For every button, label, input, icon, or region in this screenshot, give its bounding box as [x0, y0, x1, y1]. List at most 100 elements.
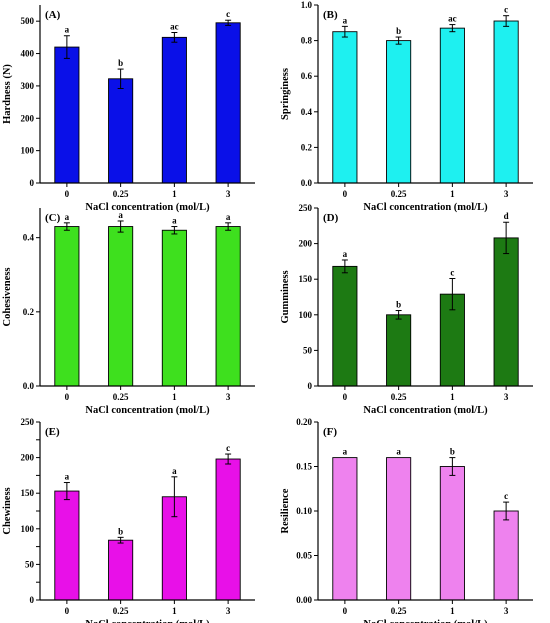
significance-letter: a — [118, 210, 123, 220]
significance-letter: ac — [170, 22, 179, 32]
x-tick-label: 3 — [226, 189, 231, 199]
panel-tag: (C) — [45, 212, 61, 224]
significance-letter: ac — [448, 14, 457, 24]
significance-letter: c — [226, 443, 230, 453]
y-axis-label: Gumminess — [280, 270, 291, 323]
x-tick-label: 0 — [343, 189, 348, 199]
chart-panel: a b ac c 0 100 200 300 400 500 0 0.25 1 3 NaCl concent… — [2, 5, 255, 213]
bar — [215, 22, 241, 184]
significance-letter: a — [343, 447, 348, 457]
significance-letter: c — [504, 491, 508, 501]
y-tick-label: 0.15 — [296, 462, 312, 472]
panel-tag: (A) — [45, 9, 61, 21]
bar — [215, 226, 241, 387]
y-tick-label: 0.8 — [301, 36, 313, 46]
x-tick-label: 3 — [504, 606, 509, 616]
x-tick-label: 0.25 — [113, 189, 129, 199]
x-tick-label: 1 — [450, 189, 455, 199]
significance-letter: a — [65, 212, 70, 222]
y-tick-label: 0.2 — [23, 307, 35, 317]
y-tick-label: 0.0 — [23, 381, 35, 391]
y-tick-label: 150 — [21, 488, 35, 498]
y-tick-label: 250 — [299, 203, 313, 213]
significance-letter: c — [226, 9, 230, 19]
significance-letter: b — [118, 526, 123, 536]
y-tick-label: 250 — [21, 417, 35, 427]
significance-letter: a — [226, 212, 231, 222]
bar — [386, 457, 412, 601]
significance-letter: a — [65, 25, 70, 35]
bar — [54, 226, 80, 387]
x-axis-label: NaCl concentration (mol/L) — [363, 405, 488, 416]
x-tick-label: 0 — [343, 606, 348, 616]
significance-letter: b — [450, 447, 455, 457]
x-axis-label: NaCl concentration (mol/L) — [85, 202, 210, 213]
x-axis-label: NaCl concentration (mol/L) — [363, 202, 488, 213]
x-tick-label: 1 — [450, 606, 455, 616]
bar — [493, 510, 519, 601]
bar — [108, 226, 134, 387]
y-axis-label: Cohesiveness — [2, 268, 13, 327]
x-tick-label: 3 — [504, 392, 509, 402]
y-tick-label: 200 — [21, 453, 35, 463]
y-tick-label: 200 — [299, 239, 313, 249]
chart-panel: a b c d 0 50 100 150 200 250 0 0.25 1 3 NaCl concentra… — [280, 203, 533, 416]
bar — [108, 539, 134, 601]
y-tick-label: 0.05 — [296, 551, 312, 561]
significance-letter: b — [396, 26, 401, 36]
x-tick-label: 0 — [65, 189, 70, 199]
x-tick-label: 0.25 — [391, 189, 407, 199]
y-tick-label: 1.0 — [301, 0, 313, 10]
x-tick-label: 0.25 — [391, 392, 407, 402]
x-tick-label: 0.25 — [113, 392, 129, 402]
bar — [161, 36, 187, 184]
bar — [439, 27, 465, 184]
x-tick-label: 0 — [65, 392, 70, 402]
x-tick-label: 0.25 — [391, 606, 407, 616]
y-tick-label: 100 — [299, 310, 313, 320]
chart-panel: a b a c 0 50 100 150 200 250 0 0.25 1 3 NaCl concentra… — [2, 417, 255, 623]
panel-tag: (B) — [323, 9, 338, 21]
y-tick-label: 0 — [308, 381, 313, 391]
y-tick-label: 150 — [299, 274, 313, 284]
chart-panel: a a a a 0.0 0.2 0.4 0 0.25 1 3 NaCl concentration (… — [2, 208, 255, 416]
y-tick-label: 200 — [21, 113, 35, 123]
y-tick-label: 0.4 — [301, 107, 313, 117]
y-tick-label: 0.4 — [23, 233, 35, 243]
bar — [332, 457, 358, 601]
x-tick-label: 1 — [172, 392, 177, 402]
x-tick-label: 1 — [172, 606, 177, 616]
panel-tag: (E) — [45, 426, 60, 438]
y-tick-label: 0.2 — [301, 142, 313, 152]
y-axis-label: Springiness — [280, 68, 291, 120]
x-tick-label: 0.25 — [113, 606, 129, 616]
significance-letter: a — [396, 447, 401, 457]
x-tick-label: 3 — [504, 189, 509, 199]
x-axis-label: NaCl concentration (mol/L) — [85, 619, 210, 623]
x-tick-label: 1 — [172, 189, 177, 199]
y-tick-label: 0.6 — [301, 71, 313, 81]
significance-letter: a — [172, 466, 177, 476]
y-tick-label: 0 — [30, 595, 35, 605]
bar — [161, 229, 187, 387]
bar — [493, 20, 519, 184]
x-axis-label: NaCl concentration (mol/L) — [363, 619, 488, 623]
panel-tag: (D) — [323, 212, 339, 224]
y-tick-label: 0.10 — [296, 506, 312, 516]
significance-letter: a — [343, 249, 348, 259]
bar — [108, 78, 134, 184]
significance-letter: d — [504, 211, 509, 221]
significance-letter: a — [65, 472, 70, 482]
y-axis-label: Hardness (N) — [2, 64, 13, 124]
x-tick-label: 3 — [226, 392, 231, 402]
panel-tag: (F) — [323, 426, 337, 438]
y-axis-label: Chewiness — [2, 487, 13, 534]
x-tick-label: 1 — [450, 392, 455, 402]
y-tick-label: 0.20 — [296, 417, 312, 427]
bar — [332, 265, 358, 387]
x-tick-label: 0 — [65, 606, 70, 616]
bar — [54, 490, 80, 601]
bar — [386, 40, 412, 184]
bar — [332, 31, 358, 184]
